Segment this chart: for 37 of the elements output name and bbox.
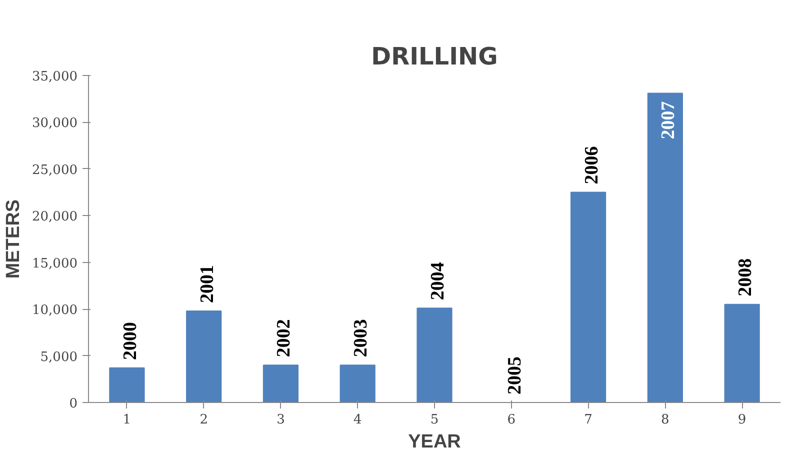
bar <box>570 192 606 402</box>
y-tick-label: 15,000 <box>32 256 78 272</box>
annotation: 2000 <box>120 322 141 360</box>
x-tick-label: 4 <box>353 412 362 428</box>
x-tick-label: 8 <box>661 412 670 428</box>
y-tick-label: 35,000 <box>32 70 78 84</box>
y-tick-label: 25,000 <box>32 162 78 178</box>
y-tick-label: 5,000 <box>40 350 78 365</box>
annotation: 2005 <box>504 356 526 394</box>
y-tick-label: 0 <box>69 396 78 412</box>
annotation: 2006 <box>581 146 602 184</box>
x-tick-label: 6 <box>507 412 516 428</box>
bar <box>724 304 760 402</box>
x-tick-label: 7 <box>584 412 592 428</box>
y-tick-label: 30,000 <box>32 116 78 132</box>
bar <box>186 310 222 402</box>
bar <box>262 364 299 402</box>
bar <box>109 367 145 402</box>
bar <box>340 364 376 402</box>
bar <box>647 92 683 402</box>
chart-title: DRILLING <box>371 42 498 70</box>
x-tick-label: 5 <box>430 412 439 428</box>
x-tick-label: 9 <box>738 412 746 428</box>
x-tick-label: 1 <box>122 412 132 428</box>
y-tick-label: 20,000 <box>32 210 78 225</box>
x-axis-title: YEAR <box>408 432 462 452</box>
y-tick-label: 10,000 <box>32 303 78 318</box>
annotation: 2003 <box>350 319 372 358</box>
annotation: 2007 <box>658 100 680 140</box>
annotation: 2002 <box>274 319 295 358</box>
annotation: 2008 <box>735 258 756 296</box>
y-axis-title: METERS <box>3 199 24 279</box>
annotation: 2004 <box>428 262 448 300</box>
annotation: 2001 <box>196 264 218 303</box>
x-tick-label: 3 <box>276 412 285 428</box>
bar <box>416 308 452 402</box>
x-tick-label: 2 <box>200 412 208 428</box>
